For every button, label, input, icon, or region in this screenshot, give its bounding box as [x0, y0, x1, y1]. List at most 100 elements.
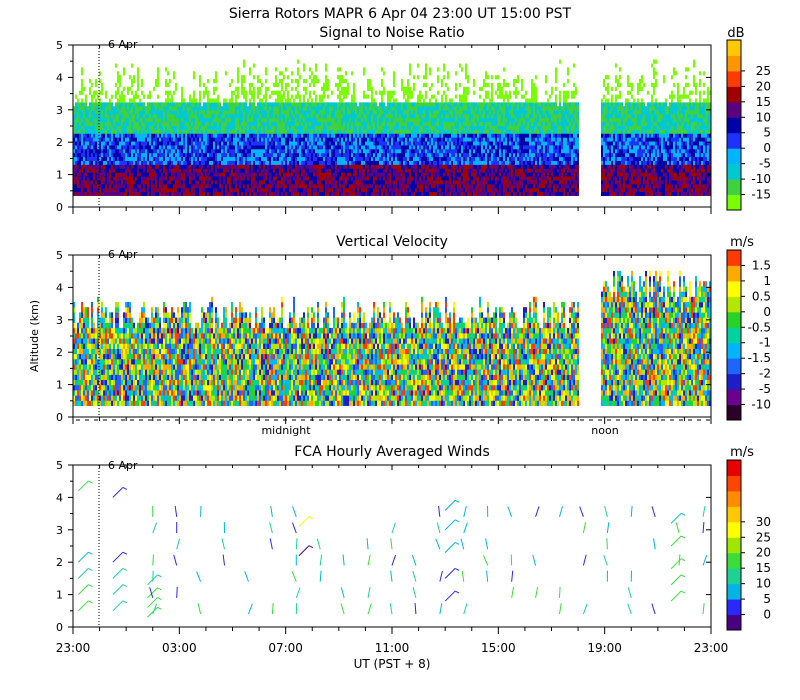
snr-cell	[115, 168, 117, 173]
snr-cell	[113, 141, 115, 146]
snr-cell	[169, 98, 171, 103]
snr-cell	[171, 94, 173, 99]
snr-cell	[169, 125, 171, 130]
snr-cell	[201, 145, 203, 150]
snr-cell	[277, 187, 279, 193]
snr-cell	[357, 106, 359, 111]
snr-cell	[227, 117, 229, 123]
snr-cell	[437, 75, 439, 80]
snr-cell	[291, 156, 293, 161]
snr-cell	[399, 110, 401, 115]
snr-cell	[101, 133, 103, 138]
snr-cell	[387, 114, 389, 119]
snr-cell	[207, 141, 209, 146]
snr-cell	[359, 114, 361, 119]
snr-cell	[335, 102, 337, 107]
snr-cell	[397, 102, 399, 107]
snr-cell	[347, 137, 349, 142]
snr-cell	[377, 183, 379, 189]
snr-cell	[363, 114, 365, 119]
snr-cell	[317, 176, 319, 181]
snr-cell	[407, 187, 409, 193]
snr-cell	[141, 90, 143, 95]
snr-cell	[237, 106, 239, 111]
snr-cell	[447, 180, 449, 185]
snr-cell	[149, 114, 151, 119]
snr-cell	[309, 149, 311, 154]
snr-cell	[191, 102, 193, 107]
snr-cell	[251, 187, 253, 193]
snr-cell	[213, 137, 215, 142]
snr-cell	[371, 133, 373, 138]
snr-cell	[137, 152, 139, 158]
snr-cell	[75, 137, 77, 142]
snr-cell	[227, 110, 229, 115]
snr-cell	[209, 133, 211, 138]
snr-cell	[75, 106, 77, 111]
snr-cell	[83, 145, 85, 150]
snr-cell	[131, 172, 133, 177]
snr-cell	[281, 145, 283, 150]
snr-cell	[275, 121, 277, 126]
snr-cell	[81, 176, 83, 181]
snr-cell	[159, 110, 161, 115]
snr-cell	[75, 160, 77, 165]
snr-cell	[159, 160, 161, 165]
snr-cell	[251, 160, 253, 165]
snr-cell	[305, 102, 307, 107]
snr-cell	[219, 149, 221, 154]
snr-cell	[351, 149, 353, 154]
snr-cell	[145, 160, 147, 165]
snr-cell	[157, 137, 159, 142]
snr-cell	[139, 110, 141, 115]
snr-cell	[387, 187, 389, 193]
snr-cell	[317, 133, 319, 138]
snr-cell	[199, 145, 201, 150]
snr-cell	[171, 156, 173, 161]
snr-cell	[183, 125, 185, 130]
snr-cell	[109, 145, 111, 150]
snr-cell	[329, 125, 331, 130]
snr-cell	[405, 160, 407, 165]
snr-cell	[413, 110, 415, 115]
snr-cell	[185, 180, 187, 185]
snr-cell	[367, 121, 369, 126]
snr-cell	[243, 176, 245, 181]
snr-cell	[181, 86, 183, 91]
snr-cell	[335, 183, 337, 189]
snr-cell	[233, 137, 235, 142]
snr-cell	[195, 98, 197, 103]
snr-cell	[409, 168, 411, 173]
snr-cell	[359, 191, 361, 196]
snr-cell	[235, 164, 237, 169]
snr-cell	[113, 172, 115, 177]
snr-cell	[319, 110, 321, 115]
snr-cell	[167, 137, 169, 142]
snr-cell	[305, 149, 307, 154]
snr-cell	[157, 187, 159, 193]
snr-cell	[319, 137, 321, 142]
snr-cell	[129, 141, 131, 146]
snr-cell	[391, 160, 393, 165]
snr-cell	[219, 180, 221, 185]
snr-cell	[393, 172, 395, 177]
snr-cell	[103, 145, 105, 150]
snr-cell	[83, 106, 85, 111]
snr-cell	[211, 160, 213, 165]
snr-cell	[427, 160, 429, 165]
snr-cell	[327, 152, 329, 158]
snr-cell	[173, 71, 175, 76]
snr-cell	[383, 86, 385, 91]
snr-cell	[345, 152, 347, 158]
snr-cell	[183, 168, 185, 173]
snr-cell	[299, 106, 301, 111]
snr-cell	[311, 187, 313, 193]
snr-cell	[373, 164, 375, 169]
snr-cell	[405, 168, 407, 173]
snr-cell	[339, 102, 341, 107]
snr-cell	[101, 164, 103, 169]
snr-cell	[151, 191, 153, 196]
snr-cell	[341, 86, 343, 91]
snr-cell	[147, 176, 149, 181]
snr-cell	[127, 86, 129, 91]
